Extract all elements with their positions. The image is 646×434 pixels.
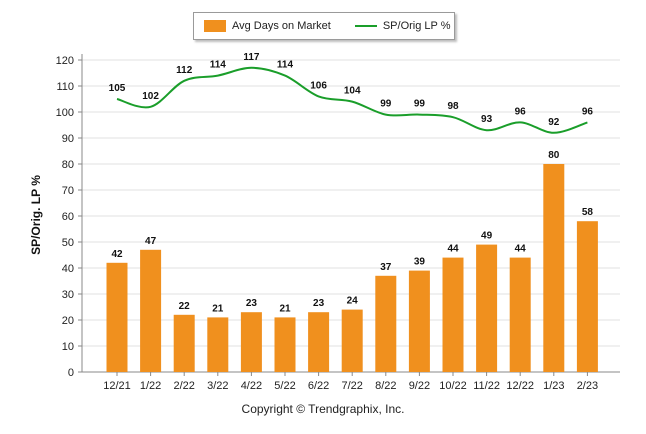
bar	[341, 309, 363, 372]
line-data-label: 99	[414, 99, 426, 110]
bar	[576, 221, 598, 372]
bar-data-label: 44	[447, 244, 459, 255]
bar	[240, 312, 262, 372]
legend-label-line: SP/Orig LP %	[382, 20, 451, 32]
y-tick-label: 0	[68, 367, 74, 379]
line-data-label: 98	[447, 101, 459, 112]
bar	[476, 244, 498, 372]
x-tick-label: 2/22	[173, 380, 194, 392]
y-tick-label: 100	[56, 107, 74, 119]
y-tick-labels: 0 10 20 30 40 50 60 70 80 90 100 110 120	[56, 55, 82, 379]
bar	[442, 257, 464, 372]
legend: Avg Days on Market SP/Orig LP %	[193, 12, 455, 40]
bar-data-label: 42	[111, 249, 123, 260]
line-data-label: 106	[310, 80, 327, 91]
series-line	[116, 66, 588, 134]
legend-item-bar: Avg Days on Market	[204, 20, 331, 32]
bar	[543, 164, 565, 372]
x-tick-label: 7/22	[341, 380, 362, 392]
bar-data-label: 37	[380, 262, 392, 273]
x-tick-label: 3/22	[207, 380, 228, 392]
line-data-label: 102	[142, 91, 159, 102]
line-data-label: 112	[176, 65, 193, 76]
y-tick-label: 50	[62, 237, 74, 249]
y-tick-label: 20	[62, 315, 74, 327]
bar	[207, 317, 229, 372]
line-data-label: 117	[243, 52, 260, 63]
x-tick-label: 1/23	[543, 380, 564, 392]
bar	[140, 249, 162, 372]
line-data-label: 105	[109, 83, 126, 94]
line-data-label: 92	[548, 117, 560, 128]
bar	[106, 262, 128, 372]
line-data-label: 114	[277, 60, 294, 71]
y-tick-label: 70	[62, 185, 74, 197]
y-tick-label: 80	[62, 159, 74, 171]
bar	[308, 312, 330, 372]
y-tick-label: 90	[62, 133, 74, 145]
bar	[375, 275, 397, 372]
bar	[274, 317, 296, 372]
bar-data-label: 49	[481, 231, 493, 242]
copyright-text: Copyright © Trendgraphix, Inc.	[241, 402, 405, 416]
legend-label-bar: Avg Days on Market	[232, 20, 331, 32]
x-tick-label: 5/22	[274, 380, 295, 392]
line-series	[116, 66, 588, 134]
line-data-label: 99	[380, 99, 392, 110]
grid-lines	[82, 59, 620, 347]
bar	[509, 257, 531, 372]
line-data-label: 114	[210, 60, 227, 71]
line-data-labels: 105 102 112 114 117 114 106 104 99 99 98 93 96 92 96	[109, 52, 594, 128]
bar-data-label: 23	[246, 298, 258, 309]
bar-data-label: 22	[179, 301, 191, 312]
bar-data-label: 24	[347, 296, 359, 307]
x-tick-label: 11/22	[473, 380, 500, 392]
bar-data-labels: 42 47 22 21 23 21 23 24 37 39 44 49 44 80 58	[111, 150, 593, 314]
y-axis-title: SP/Orig. LP %	[29, 175, 43, 255]
line-data-label: 96	[515, 106, 527, 117]
bar-data-label: 44	[515, 244, 527, 255]
bar-data-label: 39	[414, 257, 426, 268]
bar-series	[106, 164, 598, 372]
bar-data-label: 80	[548, 150, 560, 161]
bar-data-label: 23	[313, 298, 325, 309]
y-tick-label: 110	[56, 81, 74, 93]
legend-swatch-bar	[204, 20, 226, 32]
legend-swatch-line	[354, 25, 377, 27]
y-tick-label: 40	[62, 263, 74, 275]
x-tick-label: 2/23	[577, 380, 598, 392]
line-data-label: 96	[582, 106, 594, 117]
x-tick-label: 12/22	[506, 380, 534, 392]
bar	[408, 270, 430, 372]
legend-item-line: SP/Orig LP %	[354, 20, 451, 32]
x-tick-label: 4/22	[241, 380, 262, 392]
bar-data-label: 21	[212, 303, 224, 314]
x-tick-labels: 12/21 1/22 2/22 3/22 4/22 5/22 6/22 7/22 8/22 9/2…	[103, 372, 598, 392]
x-tick-label: 9/22	[409, 380, 430, 392]
y-tick-label: 30	[62, 289, 74, 301]
bar	[173, 314, 195, 372]
y-tick-label: 120	[56, 55, 74, 67]
x-tick-label: 6/22	[308, 380, 329, 392]
x-tick-label: 10/22	[439, 380, 467, 392]
x-tick-label: 8/22	[375, 380, 396, 392]
x-tick-label: 12/21	[103, 380, 131, 392]
bar-data-label: 47	[145, 236, 157, 247]
line-data-label: 93	[481, 114, 493, 125]
line-data-label: 104	[344, 86, 361, 97]
x-tick-label: 1/22	[140, 380, 161, 392]
bar-data-label: 58	[582, 207, 594, 218]
bar-data-label: 21	[279, 303, 291, 314]
y-tick-label: 60	[62, 211, 74, 223]
y-tick-label: 10	[62, 341, 74, 353]
